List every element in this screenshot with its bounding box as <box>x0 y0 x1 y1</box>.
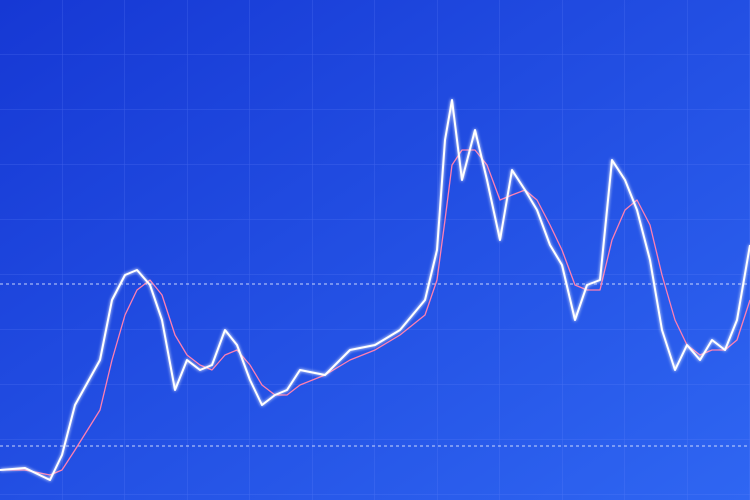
price-line <box>0 99 750 481</box>
